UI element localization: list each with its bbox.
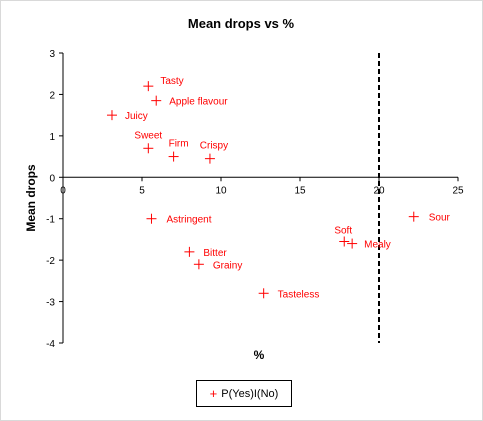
data-point: Sour bbox=[408, 211, 451, 224]
data-point: Astringent bbox=[146, 213, 212, 226]
data-point: Mealy bbox=[347, 238, 391, 251]
data-point: Soft bbox=[334, 226, 352, 247]
legend-plus-marker-icon: + bbox=[209, 386, 218, 401]
data-point-label: Astringent bbox=[166, 215, 211, 226]
y-tick-label: 0 bbox=[49, 173, 55, 184]
legend-series-label: P(Yes)I(No) bbox=[221, 387, 279, 400]
data-point-label: Apple flavour bbox=[169, 97, 228, 108]
y-tick-label: 2 bbox=[49, 90, 55, 101]
y-tick-label: -3 bbox=[46, 298, 55, 309]
data-point-label: Firm bbox=[169, 139, 189, 150]
x-tick-label: 5 bbox=[139, 185, 145, 196]
data-point: Tasty bbox=[143, 76, 184, 92]
data-point-label: Bitter bbox=[203, 248, 227, 259]
y-tick-label: 3 bbox=[49, 49, 55, 60]
y-tick-label: -1 bbox=[46, 215, 55, 226]
chart-title: Mean drops vs % bbox=[188, 16, 295, 31]
data-point-label: Sweet bbox=[134, 130, 162, 141]
y-tick-label: 1 bbox=[49, 132, 55, 143]
data-point-label: Soft bbox=[334, 226, 352, 237]
data-point: Apple flavour bbox=[151, 95, 228, 108]
y-tick-label: -2 bbox=[46, 256, 55, 267]
data-point-label: Mealy bbox=[364, 240, 391, 251]
data-point: Sweet bbox=[134, 130, 162, 154]
data-point-label: Grainy bbox=[213, 260, 242, 271]
x-axis-label: % bbox=[254, 348, 265, 362]
data-point-label: Sour bbox=[429, 213, 451, 224]
data-point: Tasteless bbox=[258, 288, 320, 300]
data-point: Juicy bbox=[106, 110, 148, 122]
data-point-label: Tasty bbox=[160, 76, 183, 87]
data-point: Grainy bbox=[193, 259, 242, 271]
x-tick-label: 15 bbox=[294, 185, 306, 196]
data-point-label: Crispy bbox=[200, 141, 228, 152]
data-point-label: Tasteless bbox=[278, 289, 320, 300]
data-point: Firm bbox=[168, 139, 189, 162]
y-tick-label: -4 bbox=[46, 339, 55, 350]
x-tick-label: 0 bbox=[60, 185, 66, 196]
data-points: Tasty Apple flavour Juicy Sweet Firm Crispy As… bbox=[106, 76, 451, 300]
data-point: Bitter bbox=[184, 246, 227, 259]
data-point-label: Juicy bbox=[125, 111, 148, 122]
x-tick-label: 10 bbox=[215, 185, 227, 196]
legend: + P(Yes)I(No) bbox=[196, 380, 292, 407]
x-tick-label: 25 bbox=[452, 185, 464, 196]
y-axis-label: Mean drops bbox=[24, 164, 38, 232]
data-point: Crispy bbox=[200, 141, 228, 164]
